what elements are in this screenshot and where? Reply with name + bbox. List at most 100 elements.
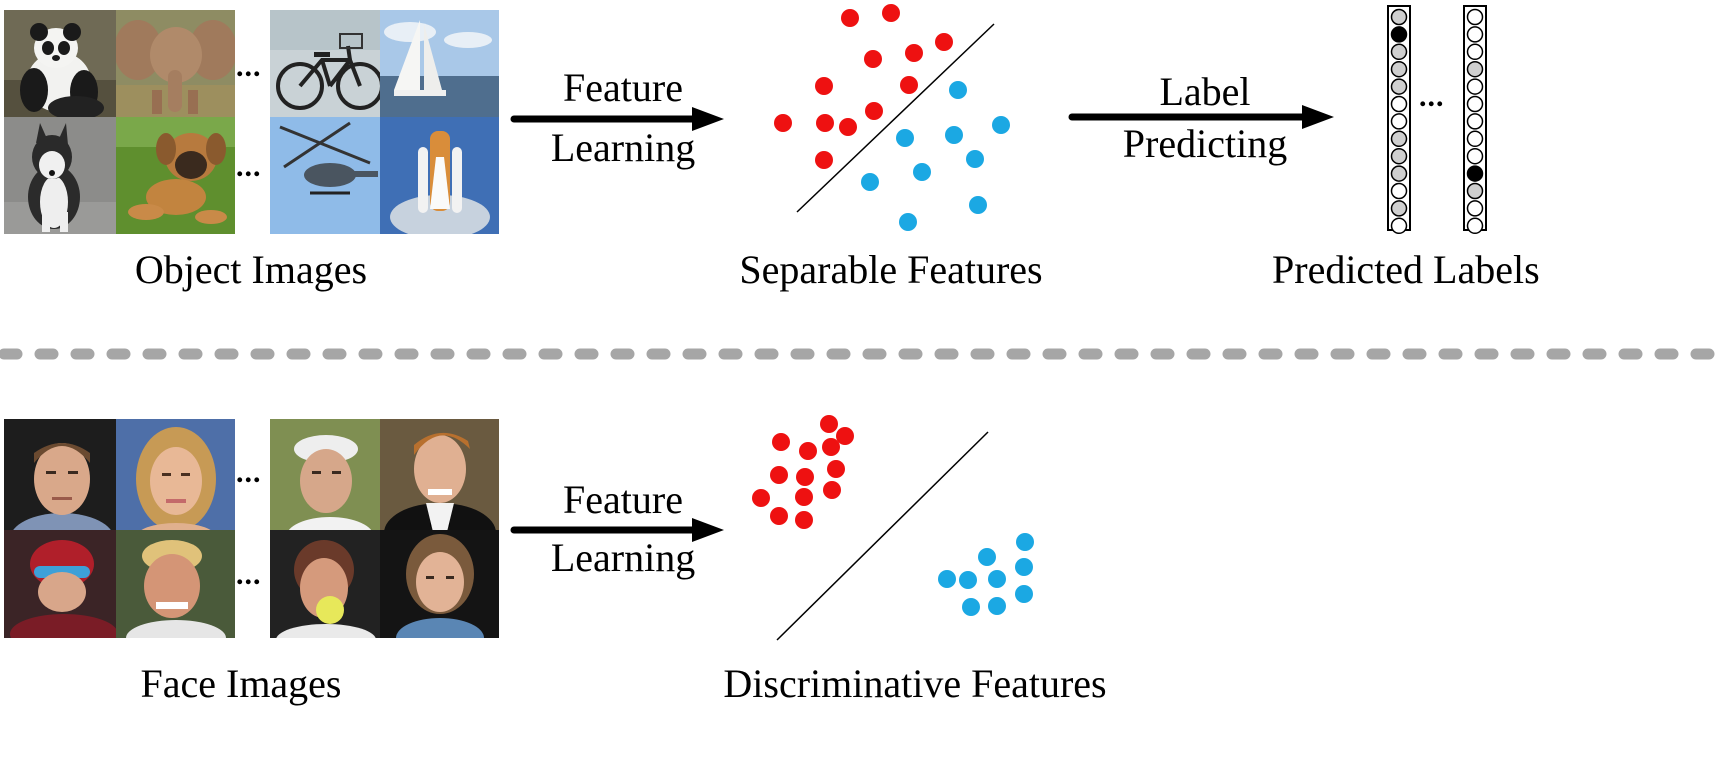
elephant-image: [116, 10, 235, 127]
face-woman-1-image: [116, 419, 235, 536]
face-skater-image: [4, 530, 123, 647]
label-vector-2-cell-5: [1466, 78, 1484, 95]
separable-red-dot-4: [905, 44, 923, 62]
separable-boundary-line: [796, 23, 995, 213]
label-predicting-line1: Label: [1159, 69, 1251, 114]
separable-features-plot: [774, 4, 1010, 231]
discriminative-red-dot-3: [772, 433, 790, 451]
discriminative-red-dot-10: [752, 489, 770, 507]
face-man-smile-image: [116, 530, 235, 647]
label-vector-2-cell-10: [1466, 165, 1484, 182]
face-ellipsis-top: ...: [236, 456, 262, 489]
discriminative-red-dot-13: [795, 511, 813, 529]
discriminative-red-dot-2: [836, 427, 854, 445]
bicycle-image: [270, 10, 389, 127]
separable-red-dot-9: [774, 114, 792, 132]
predicted-labels-caption: Predicted Labels: [1272, 247, 1540, 292]
separable-red-dot-6: [815, 77, 833, 95]
separable-red-dot-8: [865, 102, 883, 120]
label-vector-2-cell-4: [1466, 60, 1484, 78]
label-predicting-arrow: [1068, 105, 1334, 129]
feature-learning-bottom-line1: Feature: [563, 477, 683, 522]
discriminative-features-plot: [752, 415, 1034, 641]
separable-blue-dot-5: [966, 150, 984, 168]
sailboat-image: [380, 10, 499, 127]
face-golfer-image: [270, 419, 389, 536]
label-vector-2-cell-2: [1466, 26, 1484, 43]
separable-features-caption: Separable Features: [739, 247, 1043, 292]
label-vector-2-cell-11: [1466, 182, 1484, 200]
face-images-caption: Face Images: [140, 661, 342, 706]
separable-blue-dot-9: [899, 213, 917, 231]
label-vector-1-cell-4: [1390, 60, 1408, 78]
discriminative-blue-dot-2: [978, 548, 996, 566]
discriminative-red-dot-8: [796, 468, 814, 486]
predicted-ellipsis: ...: [1419, 80, 1445, 113]
separable-blue-dot-4: [992, 116, 1010, 134]
discriminative-boundary-line: [776, 431, 989, 641]
label-vector-2-cell-12: [1466, 200, 1484, 217]
discriminative-red-dot-1: [820, 415, 838, 433]
label-vector-1-cell-10: [1390, 165, 1408, 182]
feature-learning-bottom-arrow: [510, 518, 724, 542]
separable-blue-dot-7: [861, 173, 879, 191]
discriminative-blue-dot-6: [988, 570, 1006, 588]
discriminative-red-dot-9: [823, 481, 841, 499]
panda-image: [4, 10, 123, 127]
label-vector-1-cell-1: [1390, 8, 1408, 26]
discriminative-blue-dot-4: [938, 570, 956, 588]
label-vector-1-cell-7: [1390, 113, 1408, 130]
separable-red-dot-2: [882, 4, 900, 22]
object-ellipsis-bottom: ...: [236, 150, 262, 183]
label-vector-1-cell-5: [1390, 78, 1408, 95]
label-vector-1-cell-12: [1390, 200, 1408, 217]
label-vector-2-cell-3: [1466, 43, 1484, 61]
face-man-1-image: [4, 419, 123, 536]
object-images-caption: Object Images: [134, 247, 368, 292]
label-vector-1-cell-9: [1390, 147, 1408, 165]
separable-red-dot-10: [816, 114, 834, 132]
separable-blue-dot-1: [949, 81, 967, 99]
label-vector-2-cell-6: [1466, 95, 1484, 113]
face-woman-2-image: [380, 530, 499, 647]
discriminative-blue-dot-8: [962, 598, 980, 616]
separable-blue-dot-2: [896, 129, 914, 147]
label-predicting-line2: Predicting: [1122, 121, 1288, 166]
feature-learning-top-line2: Learning: [550, 125, 696, 170]
label-vector-1-cell-3: [1390, 43, 1408, 61]
puppy-image: [116, 117, 235, 234]
feature-learning-top-line1: Feature: [563, 65, 683, 110]
discriminative-red-dot-12: [770, 507, 788, 525]
predicted-label-vectors: [1387, 5, 1487, 235]
separable-red-dot-1: [841, 9, 859, 27]
discriminative-blue-dot-7: [1015, 585, 1033, 603]
label-vector-2-cell-9: [1466, 147, 1484, 165]
label-vector-2-cell-7: [1466, 113, 1484, 130]
helicopter-image: [270, 117, 389, 234]
label-vector-1-cell-6: [1390, 95, 1408, 113]
face-ellipsis-bottom: ...: [236, 558, 262, 591]
label-vector-2-cell-1: [1466, 8, 1484, 26]
object-ellipsis-top: ...: [236, 50, 262, 83]
label-vector-1-cell-13: [1390, 217, 1408, 235]
face-man-tuxedo-image: [380, 419, 499, 536]
label-vector-1-cell-11: [1390, 182, 1408, 200]
space-shuttle-image: [380, 117, 499, 234]
discriminative-red-dot-7: [770, 466, 788, 484]
label-vector-1-cell-2: [1390, 26, 1408, 43]
separable-red-dot-3: [864, 50, 882, 68]
separable-red-dot-5: [935, 33, 953, 51]
discriminative-blue-dot-5: [959, 571, 977, 589]
separable-red-dot-12: [815, 151, 833, 169]
separable-blue-dot-8: [969, 196, 987, 214]
face-tennis-image: [270, 530, 389, 647]
discriminative-blue-dot-9: [988, 597, 1006, 615]
discriminative-red-dot-11: [795, 488, 813, 506]
discriminative-red-dot-4: [799, 442, 817, 460]
separable-red-dot-7: [900, 76, 918, 94]
label-vector-1-cell-8: [1390, 130, 1408, 148]
label-vector-2-cell-13: [1466, 217, 1484, 235]
discriminative-features-caption: Discriminative Features: [723, 661, 1107, 706]
label-vector-2-cell-8: [1466, 130, 1484, 148]
feature-learning-bottom-line2: Learning: [550, 535, 696, 580]
